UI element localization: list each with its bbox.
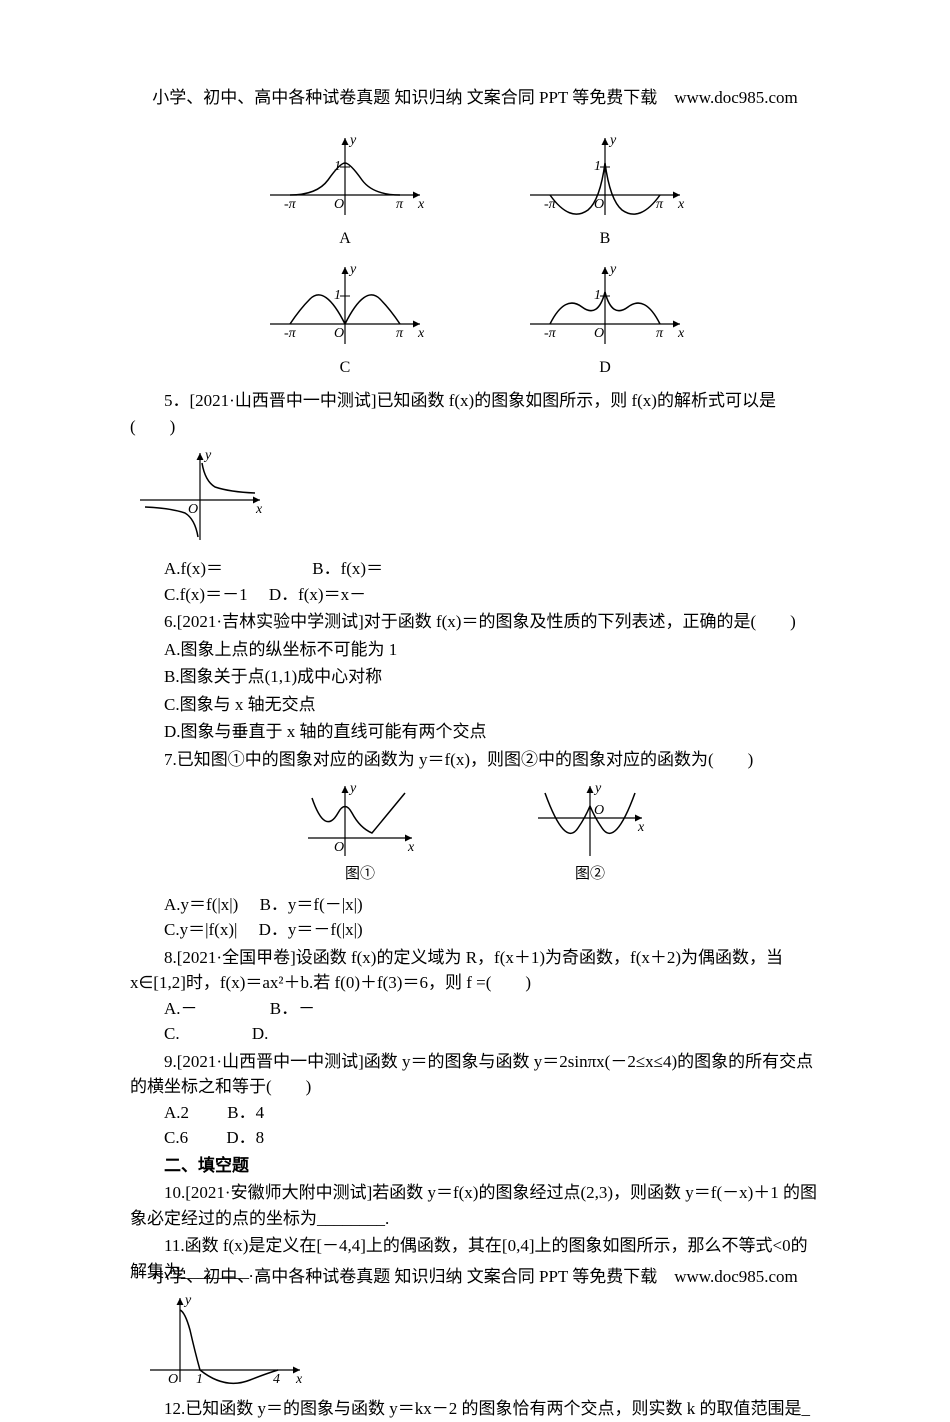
q11-graph-icon: y x O 1 4 [130,1290,310,1390]
q8-opt-d: D. [252,1024,269,1043]
svg-text:-π: -π [544,326,557,341]
svg-text:x: x [407,840,415,855]
svg-text:x: x [677,197,685,212]
svg-text:y: y [608,133,617,148]
figure-row-2: y x O -π π 1 C y x O -π π 1 [130,259,820,380]
figure-b-label: B [520,227,690,251]
q5-graph: y x O [130,445,820,550]
q7-graphs: y x O 图① y x O 图② [130,778,820,886]
q8-opt-a: A.－ [164,999,198,1018]
q8-options-cd: C. D. [130,1021,820,1047]
svg-text:1: 1 [594,159,601,174]
figure-a-label: A [260,227,430,251]
q9-text: 9.[2021·山西晋中一中测试]函数 y＝的图象与函数 y＝2sinπx(－2… [130,1049,820,1100]
q10-text: 10.[2021·安徽师大附中测试]若函数 y＝f(x)的图象经过点(2,3)，… [130,1180,820,1231]
svg-text:1: 1 [594,288,601,303]
q9-opt-b: B．4 [227,1103,264,1122]
q8-opt-b: B．－ [270,999,315,1018]
figure-c: y x O -π π 1 C [260,259,430,380]
svg-text:O: O [334,840,344,855]
q7-options-ab: A.y＝f(|x|) B．y＝f(－|x|) [130,892,820,918]
svg-text:O: O [334,326,344,341]
q9-options-cd: C.6 D．8 [130,1125,820,1151]
graph-d-icon: y x O -π π 1 [520,259,690,354]
svg-text:1: 1 [196,1372,203,1387]
q7-opt-d: D．y＝－f(|x|) [259,920,363,939]
q11-graph: y x O 1 4 [130,1290,820,1390]
q5-opt-a: A.f(x)＝ [164,559,223,578]
graph-a-icon: y x O -π π 1 [260,130,430,225]
q9-opt-d: D．8 [226,1128,264,1147]
q8-options-ab: A.－ B．－ [130,996,820,1022]
q5-opt-c: C.f(x)＝－1 [164,585,248,604]
svg-text:O: O [168,1372,178,1387]
q7-graph1-icon: y x O [300,778,420,863]
q9-options-ab: A.2 B．4 [130,1100,820,1126]
svg-text:x: x [255,502,263,517]
q9-opt-a: A.2 [164,1103,189,1122]
content: y x O -π π 1 A y x O -π π 1 [130,130,820,1422]
svg-text:x: x [417,326,425,341]
q5-opt-b: B．f(x)＝ [312,559,383,578]
q6-text: 6.[2021·吉林实验中学测试]对于函数 f(x)＝的图象及性质的下列表述，正… [130,609,820,635]
svg-text:x: x [295,1372,303,1387]
axis-x-label: x [417,197,425,212]
q9-opt-c: C.6 [164,1128,188,1147]
q8-text: 8.[2021·全国甲卷]设函数 f(x)的定义域为 R，f(x＋1)为奇函数，… [130,945,820,996]
q7-opt-a: A.y＝f(|x|) [164,895,238,914]
neg-pi-label: -π [284,197,297,212]
figure-row-1: y x O -π π 1 A y x O -π π 1 [130,130,820,251]
svg-text:-π: -π [544,197,557,212]
figure-c-label: C [260,356,430,380]
svg-text:x: x [637,820,645,835]
svg-text:y: y [348,262,357,277]
svg-text:O: O [594,326,604,341]
figure-d: y x O -π π 1 D [520,259,690,380]
origin-label: O [334,197,344,212]
svg-text:O: O [594,803,604,818]
q5-opt-d: D．f(x)＝x－ [269,585,366,604]
q8-opt-c: C. [164,1024,180,1043]
q7-graph2-icon: y x O [530,778,650,863]
q5-graph-icon: y x O [130,445,270,550]
q7-label1: 图① [300,863,420,886]
svg-text:1: 1 [334,288,341,303]
svg-text:O: O [188,502,198,517]
page-footer: 小学、初中、高中各种试卷真题 知识归纳 文案合同 PPT 等免费下载 www.d… [0,1264,950,1290]
page-header: 小学、初中、高中各种试卷真题 知识归纳 文案合同 PPT 等免费下载 www.d… [0,85,950,111]
svg-text:y: y [608,262,617,277]
pi-label: π [396,197,404,212]
svg-text:4: 4 [273,1372,280,1387]
q7-opt-b: B．y＝f(－|x|) [260,895,363,914]
svg-text:-π: -π [284,326,297,341]
svg-text:y: y [348,781,357,796]
figure-b: y x O -π π 1 B [520,130,690,251]
svg-text:y: y [183,1293,192,1308]
q5-options-cd: C.f(x)＝－1 D．f(x)＝x－ [130,582,820,608]
q7-opt-c: C.y＝|f(x)| [164,920,237,939]
q6-opt-d: D.图象与垂直于 x 轴的直线可能有两个交点 [130,719,820,745]
q7-text: 7.已知图①中的图象对应的函数为 y＝f(x)，则图②中的图象对应的函数为( ) [130,747,820,773]
q7-options-cd: C.y＝|f(x)| D．y＝－f(|x|) [130,917,820,943]
q12-text: 12.已知函数 y＝的图象与函数 y＝kx－2 的图象恰有两个交点，则实数 k … [130,1396,820,1422]
figure-d-label: D [520,356,690,380]
svg-text:π: π [396,326,404,341]
graph-b-icon: y x O -π π 1 [520,130,690,225]
axis-y-label: y [348,133,357,148]
q7-label2: 图② [530,863,650,886]
svg-text:π: π [656,326,664,341]
graph-c-icon: y x O -π π 1 [260,259,430,354]
svg-text:x: x [677,326,685,341]
q6-opt-c: C.图象与 x 轴无交点 [130,692,820,718]
q5-options-ab: A.f(x)＝ B．f(x)＝ [130,556,820,582]
q6-opt-a: A.图象上点的纵坐标不可能为 1 [130,637,820,663]
q6-opt-b: B.图象关于点(1,1)成中心对称 [130,664,820,690]
svg-text:y: y [203,448,212,463]
section2-title: 二、填空题 [130,1153,820,1179]
q5-text: 5．[2021·山西晋中一中测试]已知函数 f(x)的图象如图所示，则 f(x)… [130,388,820,439]
svg-text:y: y [593,781,602,796]
figure-a: y x O -π π 1 A [260,130,430,251]
